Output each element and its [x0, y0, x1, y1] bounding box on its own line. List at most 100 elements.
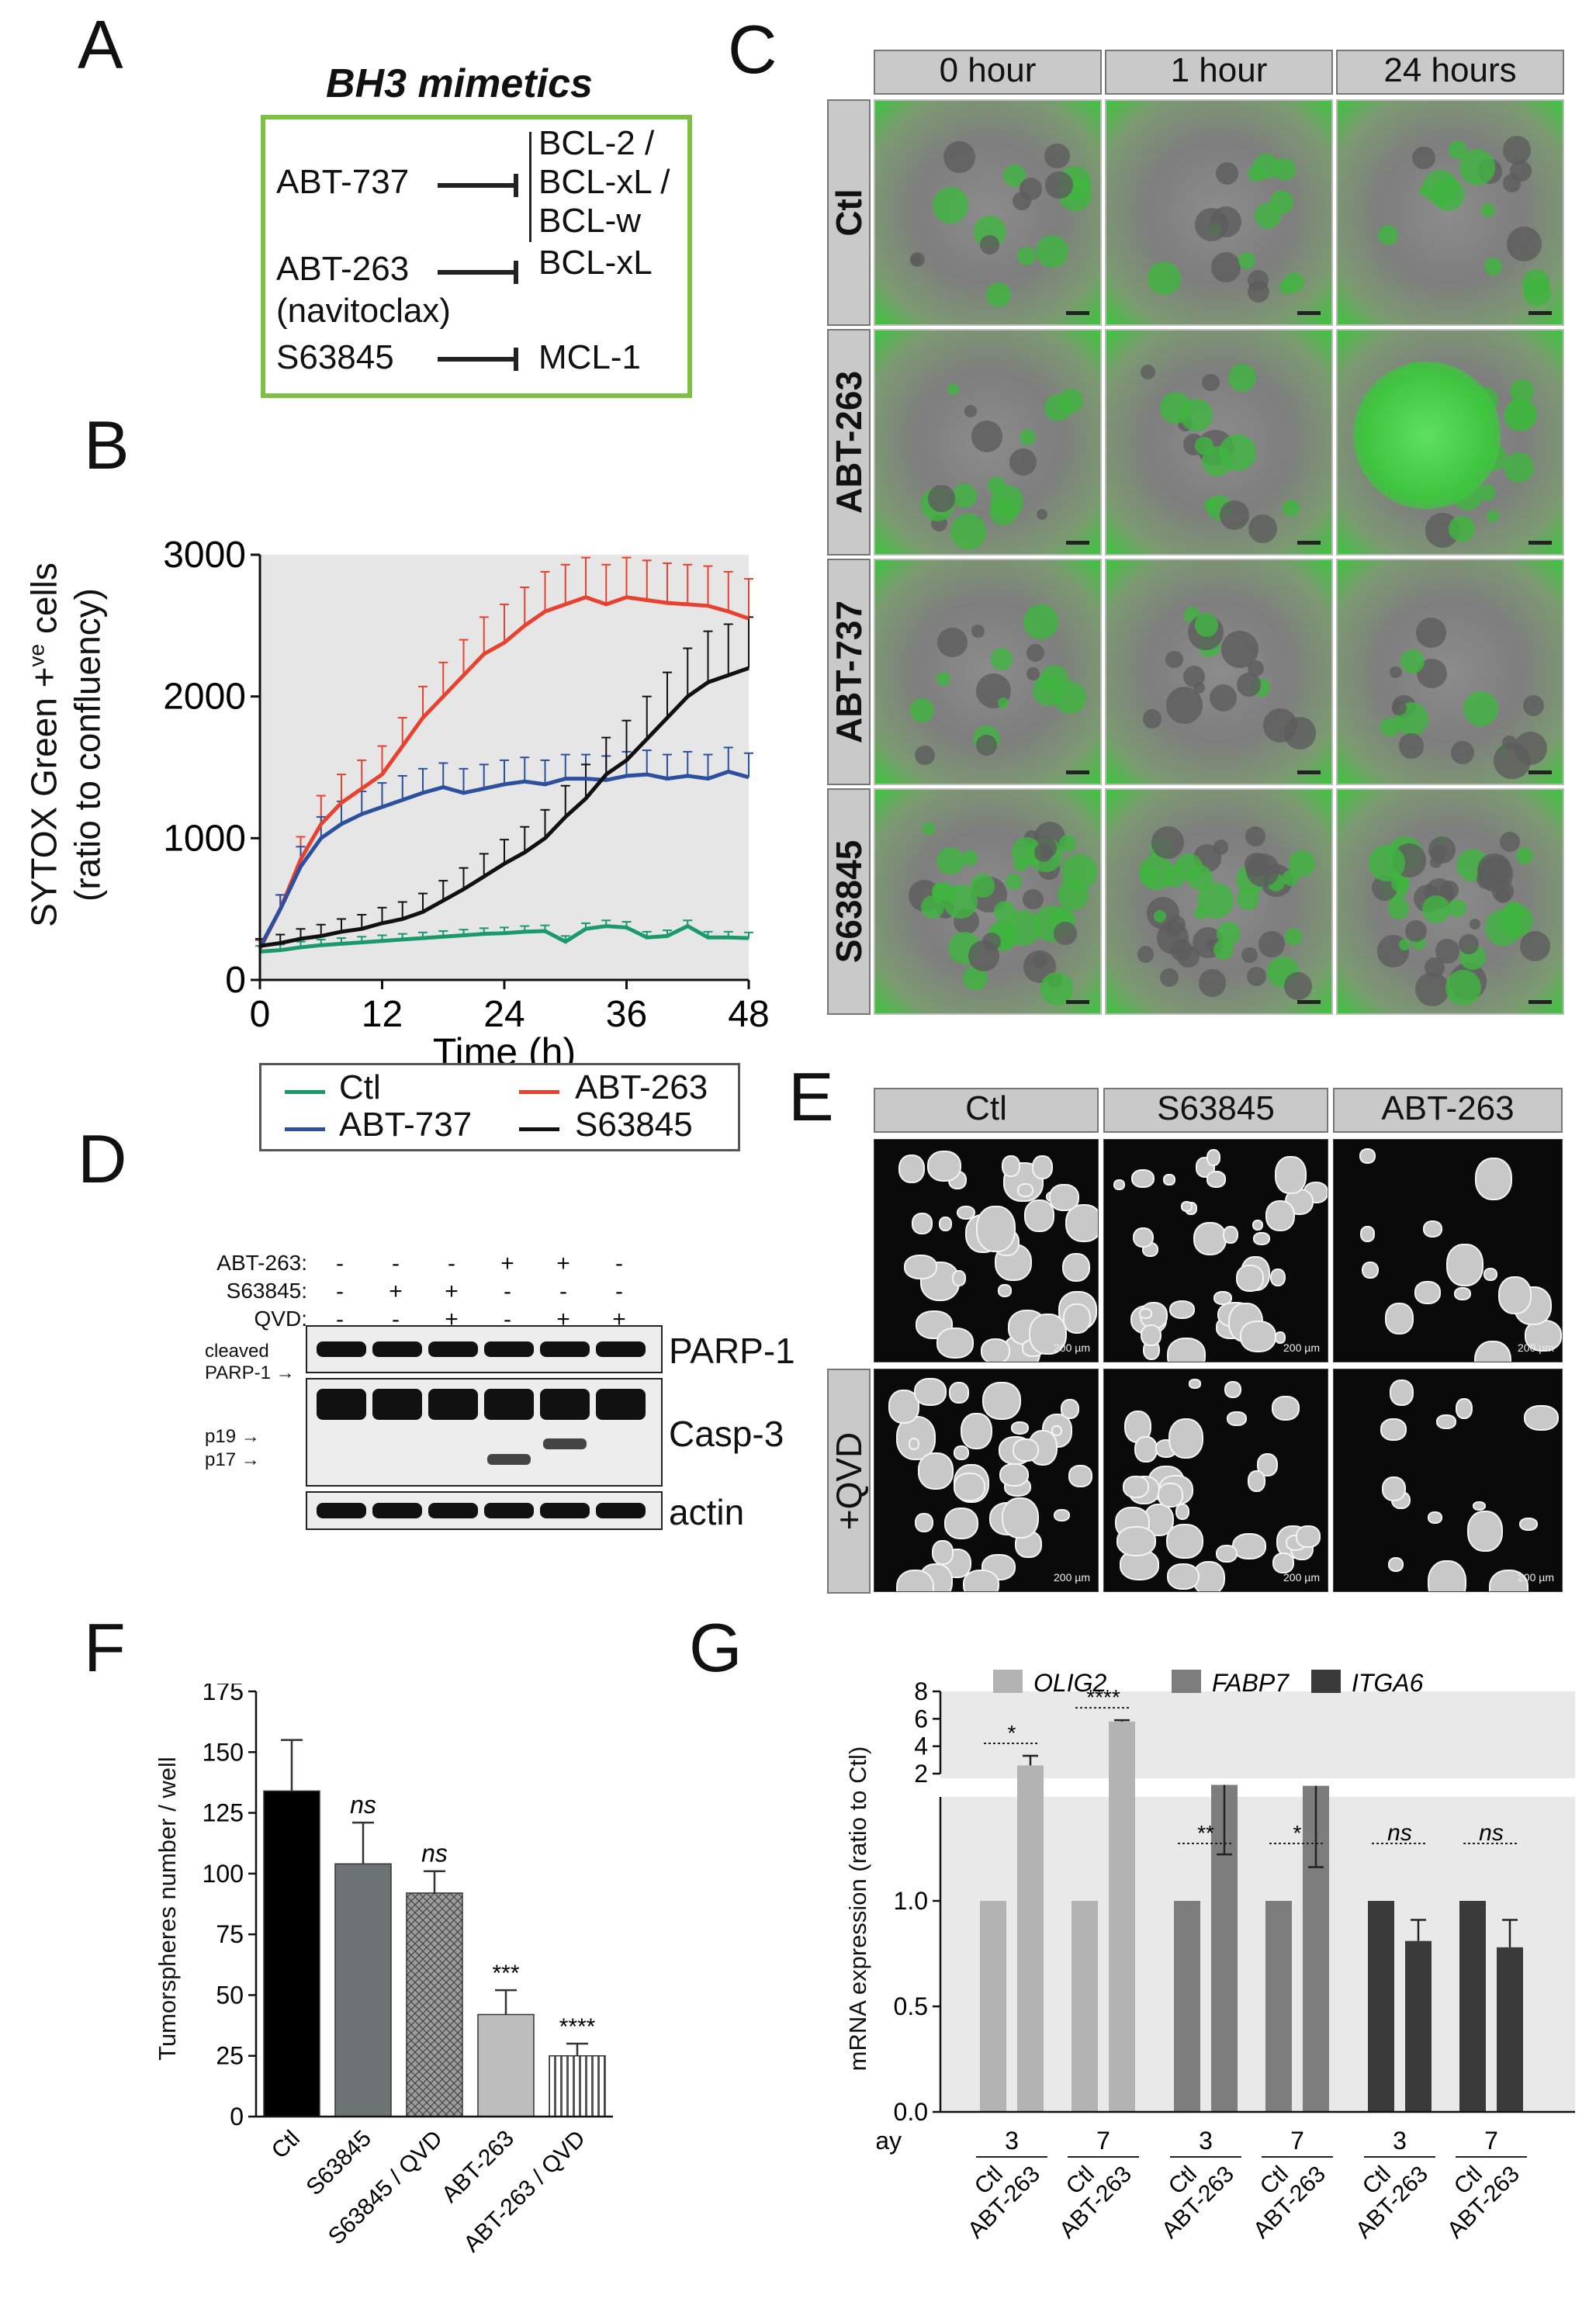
tumorsphere	[1272, 1552, 1295, 1573]
drug-s63845: S63845	[276, 338, 394, 376]
cell-cluster	[1516, 846, 1534, 864]
inhibit-bar	[514, 261, 518, 284]
tumorsphere	[1381, 1476, 1407, 1501]
y-tick-label: 3000	[163, 535, 246, 576]
cell-cluster	[937, 627, 968, 657]
legend-swatch	[1172, 1670, 1201, 1693]
tumorsphere	[908, 1438, 920, 1451]
tumorsphere	[1002, 1155, 1020, 1177]
treatment-sign: +	[500, 1251, 514, 1276]
cell-cluster	[1506, 227, 1542, 262]
significance-label: ns	[1387, 1820, 1412, 1846]
cell-cluster	[1154, 910, 1167, 923]
cell-cluster	[1481, 203, 1496, 218]
tumorsphere	[1180, 1201, 1193, 1212]
cell-cluster	[1369, 845, 1405, 881]
cleaved-band	[487, 1454, 531, 1465]
series-line-ctl	[259, 923, 750, 954]
x-tick-label: ABT-263	[1442, 2162, 1525, 2244]
micrograph-ctl-1	[1105, 99, 1333, 326]
tumorsphere	[1132, 1227, 1155, 1248]
inhibit-bar	[514, 174, 518, 197]
cell-cluster	[936, 846, 964, 875]
tumorsphere	[1215, 1544, 1238, 1563]
bar	[1072, 1901, 1098, 2112]
protein-band	[540, 1503, 590, 1518]
cell-cluster	[968, 940, 1000, 971]
tumorsphere	[943, 1508, 978, 1540]
tumorsphere	[960, 1412, 992, 1450]
day-value: 7	[1096, 2127, 1110, 2155]
x-tick-label: 36	[606, 994, 647, 1035]
legend-line-ctl	[285, 1090, 325, 1094]
legend-label-abt263: ABT-263	[575, 1068, 708, 1106]
cell-cluster	[1044, 143, 1070, 169]
cell-cluster	[1009, 448, 1037, 476]
panel-label-a: A	[78, 6, 123, 83]
cell-cluster	[1459, 149, 1496, 185]
col-header-1h: 1 hour	[1105, 50, 1333, 95]
cell-cluster	[1469, 918, 1481, 929]
legend-swatch	[993, 1670, 1023, 1693]
inhibit-arrow	[438, 270, 517, 275]
treatment-sign: +	[389, 1279, 403, 1304]
cell-cluster	[1463, 691, 1499, 726]
cell-cluster	[1399, 939, 1411, 951]
cell-cluster	[1503, 902, 1524, 923]
cell-cluster	[1219, 500, 1249, 530]
cell-cluster	[1035, 235, 1068, 268]
p17-label: p17 →	[205, 1449, 260, 1470]
drug-abt263: ABT-263	[276, 250, 410, 288]
tumorsphere	[1065, 1203, 1098, 1243]
tumorsphere	[1275, 1156, 1307, 1194]
day-value: 3	[1199, 2127, 1213, 2155]
tumorsphere	[1360, 1226, 1376, 1242]
cell-cluster	[1016, 246, 1037, 266]
cell-cluster	[1392, 701, 1407, 716]
cell-cluster	[1227, 363, 1257, 393]
panel-f-ylabel: Tumorspheres number / well	[154, 1757, 181, 2061]
tumorsphere	[1023, 1199, 1054, 1232]
tumorsphere	[903, 1255, 937, 1280]
tumorsphere	[1166, 1523, 1203, 1559]
tumorsphere-image-0-1: 200 µm	[1103, 1139, 1328, 1362]
cell-cluster	[971, 874, 995, 898]
cell-cluster	[1165, 650, 1183, 669]
inhibit-arrow	[438, 357, 517, 362]
tumorsphere-image-0-0: 200 µm	[874, 1139, 1099, 1362]
tumorsphere	[1524, 1405, 1559, 1431]
cell-cluster	[914, 745, 935, 766]
legend-line-s63845	[519, 1127, 559, 1131]
cell-cluster	[1040, 972, 1074, 1006]
cell-cluster	[976, 735, 997, 756]
cell-cluster	[1502, 136, 1532, 164]
significance-label: ns	[421, 1840, 448, 1868]
cell-cluster	[1221, 631, 1258, 668]
treatment-sign: -	[504, 1279, 511, 1304]
y-tick-label: 0	[230, 2103, 244, 2131]
tumorsphere	[1224, 1381, 1242, 1399]
tumorsphere	[1158, 1483, 1183, 1508]
cell-cluster	[923, 822, 936, 835]
tumorsphere	[1063, 1303, 1092, 1334]
cell-cluster	[1210, 252, 1241, 283]
e-header-abt263: ABT-263	[1333, 1088, 1563, 1133]
condition-label: QVD:	[254, 1307, 307, 1331]
panel-g-ylabel: mRNA expression (ratio to Ctl)	[844, 1746, 871, 2072]
cell-cluster	[1448, 140, 1467, 159]
x-tick-label: 12	[362, 994, 403, 1035]
tumorsphere	[1359, 1148, 1376, 1165]
micrograph-abt-263-1	[1105, 329, 1333, 556]
micrograph-s63845-1	[1105, 788, 1333, 1015]
protein-band	[484, 1503, 534, 1518]
cell-cluster	[1487, 509, 1500, 522]
bar	[1017, 1765, 1044, 2112]
cell-cluster	[1165, 687, 1203, 724]
cell-cluster	[1258, 931, 1285, 957]
cell-cluster	[1404, 919, 1427, 942]
tumorsphere	[999, 1463, 1030, 1487]
cell-cluster	[1044, 394, 1072, 422]
micrograph-abt-263-0	[874, 329, 1102, 556]
cell-cluster	[1247, 659, 1265, 677]
cell-cluster	[1057, 878, 1089, 910]
